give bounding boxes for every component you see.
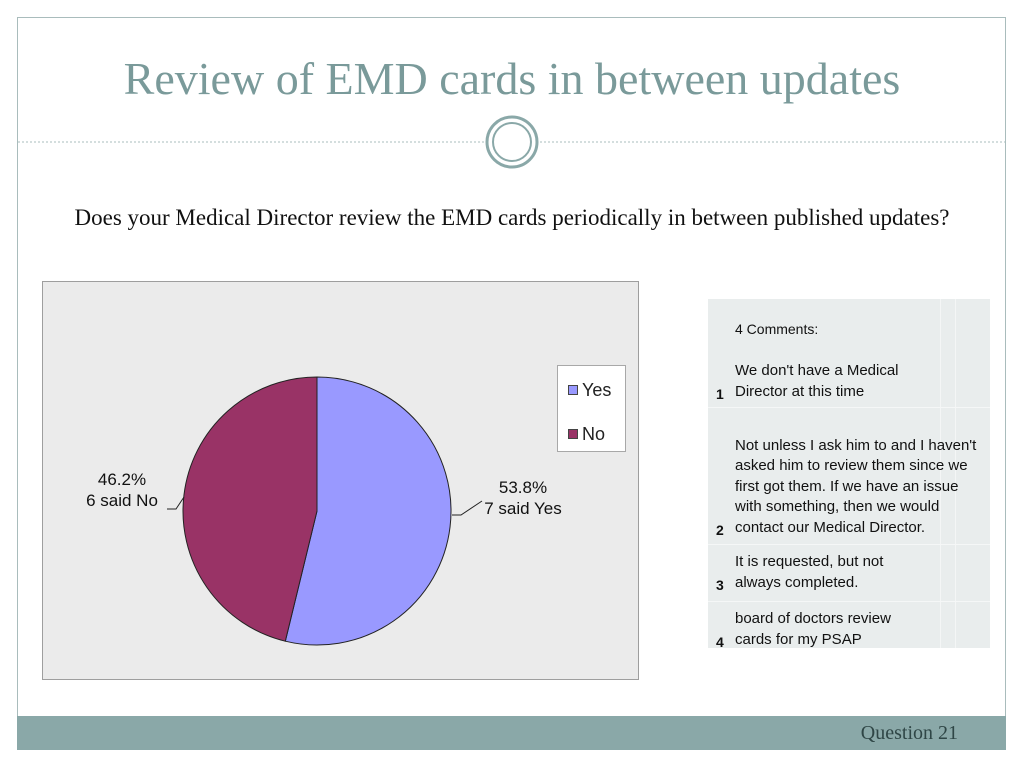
table-column-rule (940, 299, 941, 648)
comment-text: board of doctors review cards for my PSA… (735, 610, 891, 648)
data-label-yes-text: 7 said Yes (484, 499, 562, 518)
title-divider (18, 115, 1006, 169)
legend-item-no: No (568, 423, 605, 445)
data-label-no-pct: 46.2% (97, 470, 147, 489)
legend-label-yes: Yes (582, 379, 612, 400)
legend-label-no: No (582, 423, 606, 444)
data-label-no-text: 6 said No (86, 491, 158, 510)
pie-slice-no (182, 376, 318, 642)
row-separator (708, 601, 990, 602)
divider-circle-inner (492, 122, 532, 162)
data-label-yes: 53.8% 7 said Yes (468, 477, 578, 519)
pie-chart-area: 53.8% 7 said Yes 46.2% 6 said No Yes No (42, 281, 639, 680)
chart-legend: Yes No (557, 365, 626, 452)
pie-chart-svg (167, 376, 483, 646)
comments-table: 4 Comments: 1 We don't have a Medical Di… (708, 299, 990, 650)
footer-bar: Question 21 (17, 716, 1006, 750)
legend-swatch-no (568, 429, 578, 439)
legend-item-yes: Yes (568, 379, 611, 401)
leader-line-yes (452, 500, 483, 516)
data-label-no: 46.2% 6 said No (69, 469, 175, 511)
comment-row: 4 board of doctors review cards for my P… (708, 601, 990, 650)
comment-row: 2 Not unless I ask him to and I haven't … (708, 407, 990, 538)
legend-swatch-yes (568, 385, 578, 395)
comment-number: 4 (716, 634, 724, 650)
footer-question-number: Question 21 (860, 722, 958, 744)
comment-number: 3 (716, 577, 724, 593)
data-label-yes-pct: 53.8% (498, 478, 548, 497)
survey-question: Does your Medical Director review the EM… (74, 205, 950, 230)
comment-text: We don't have a Medical Director at this… (735, 362, 899, 400)
comment-number: 1 (716, 386, 724, 402)
comment-row: 3 It is requested, but not always comple… (708, 544, 990, 593)
pie-slices (182, 376, 452, 646)
slide-title: Review of EMD cards in between updates (123, 53, 901, 104)
comment-number: 2 (716, 522, 724, 538)
comments-header: 4 Comments: (735, 321, 819, 337)
comment-text: It is requested, but not always complete… (735, 553, 884, 591)
table-column-rule (955, 299, 956, 648)
comment-row: 1 We don't have a Medical Director at th… (708, 359, 990, 402)
row-separator (708, 407, 990, 408)
comment-text: Not unless I ask him to and I haven't as… (735, 436, 977, 536)
leader-line-no (167, 496, 185, 510)
pie-slice-yes (284, 376, 452, 646)
row-separator (708, 544, 990, 545)
